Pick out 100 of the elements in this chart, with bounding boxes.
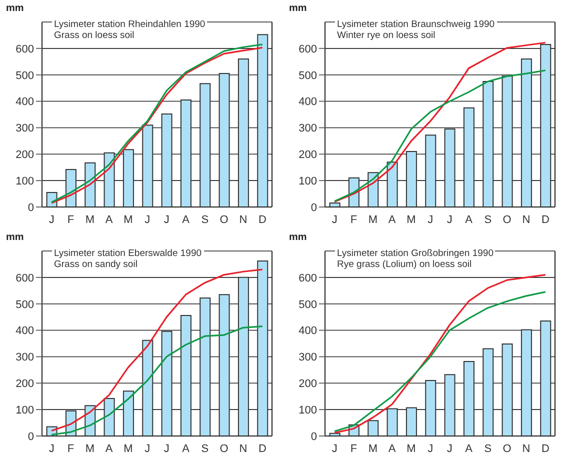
x-tick-label: A [465,214,474,226]
bar [238,58,249,207]
bar [238,276,249,436]
chart-title: Lysimeter station Braunschweig 1990 [337,19,495,30]
bar [386,408,398,436]
x-tick-label: F [350,214,358,226]
bar [386,162,398,207]
x-tick-label: A [105,214,114,226]
x-tick-label: A [388,442,396,455]
x-tick-label: J [428,214,434,226]
x-tick-label: N [522,214,530,226]
bar [200,298,211,436]
y-tick-label: 500 [16,70,34,82]
x-tick-label: M [85,442,95,455]
y-tick-label: 100 [16,404,34,416]
bar [142,124,154,207]
text: Grass on loess soil [54,30,136,41]
y-tick-label: 400 [298,96,317,108]
y-axis-title: mm [289,232,307,244]
x-tick-label: A [182,442,190,455]
bar [161,113,172,207]
y-tick-label: 200 [16,378,34,390]
x-tick-label: N [522,442,530,455]
x-tick-label: N [239,442,248,455]
text: Winter rye on loess soil [337,30,436,41]
x-tick-label: J [164,214,170,226]
bar [122,390,134,436]
x-tick-label: S [201,442,209,455]
x-tick-label: J [428,442,434,455]
y-tick-label: 0 [310,202,317,214]
bar [200,83,211,207]
x-tick-label: J [144,214,150,226]
chart-title: Lysimeter station Rheindahlen 1990 [54,19,206,30]
bar [425,134,436,207]
x-tick-label: J [446,442,452,455]
text: Rye grass (Lolium) on loess soil [337,259,473,270]
bar [104,398,115,436]
x-tick-label: S [201,214,209,226]
chart-title: Lysimeter station Eberswalde 1990 [54,248,202,259]
bar [502,344,513,436]
y-tick-label: 100 [298,175,317,188]
y-tick-label: 500 [298,298,317,311]
y-tick-label: 400 [16,96,34,108]
bar [406,151,417,207]
line-series [50,326,264,436]
x-tick-label: F [67,442,74,455]
x-tick-label: J [48,214,54,226]
y-axis-title: mm [289,3,307,14]
bar [142,340,154,436]
y-tick-label: 600 [298,43,317,56]
x-tick-label: J [164,442,170,455]
x-tick-label: D [541,214,550,226]
x-tick-label: A [465,442,474,455]
y-tick-label: 400 [298,325,317,338]
y-tick-label: 500 [298,70,317,82]
bar [520,58,532,207]
bar [257,260,268,436]
bar [180,99,192,207]
x-tick-label: F [67,214,74,226]
y-tick-label: 300 [16,122,34,135]
y-tick-label: 600 [16,43,34,56]
y-axis-title: mm [6,3,24,14]
bar [444,128,456,207]
x-tick-label: O [502,442,512,455]
line-series [334,42,546,203]
x-tick-label: O [220,214,229,226]
x-tick-label: M [368,214,378,226]
bar [122,149,134,207]
x-tick-label: M [85,214,95,226]
bar [161,330,172,436]
bar [406,407,417,436]
y-tick-label: 200 [298,149,317,162]
x-tick-label: S [484,214,492,226]
bar [104,152,115,207]
y-tick-label: 0 [28,202,34,214]
bar [540,320,552,436]
text: Grass on sandy soil [54,259,138,270]
bar [329,202,340,207]
x-tick-label: A [388,214,396,226]
y-tick-label: 400 [16,325,34,338]
y-tick-label: 200 [16,149,34,162]
y-tick-label: 0 [28,430,34,443]
x-tick-label: O [502,214,512,226]
x-tick-label: F [350,442,358,455]
x-tick-label: A [105,442,114,455]
bar [444,374,456,436]
x-tick-label: J [332,442,338,455]
y-tick-label: 100 [298,404,317,416]
bar [368,420,379,436]
bar [502,76,513,207]
x-tick-label: J [48,442,54,455]
bar [520,329,532,436]
bar [482,80,494,207]
x-tick-label: D [541,442,550,455]
line-series [50,268,264,432]
x-tick-label: O [220,442,229,455]
bar [482,348,494,436]
y-tick-label: 300 [298,122,317,135]
x-tick-label: M [406,214,416,226]
line-series [334,70,546,202]
